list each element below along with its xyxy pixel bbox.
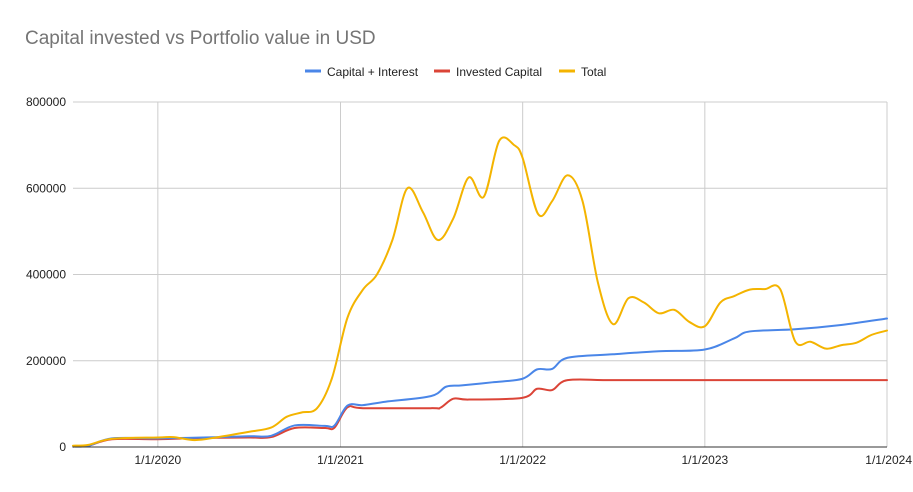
legend-item-capital-interest[interactable]: Capital + Interest [305, 65, 419, 79]
x-tick-label: 1/1/2023 [681, 453, 728, 467]
y-tick-label: 200000 [26, 354, 66, 368]
gridlines [73, 101, 888, 447]
x-tick-label: 1/1/2021 [317, 453, 364, 467]
x-tick-label: 1/1/2020 [134, 453, 181, 467]
y-tick-label: 0 [59, 440, 66, 454]
y-tick-label: 400000 [26, 268, 66, 282]
x-axis-ticks: 1/1/2020 1/1/2021 1/1/2022 1/1/2023 1/1/2024 [134, 453, 912, 467]
chart-title: Capital invested vs Portfolio value in U… [25, 28, 376, 49]
x-tick-label: 1/1/2024 [865, 453, 912, 467]
legend-label-total: Total [581, 65, 606, 79]
series-line-total [72, 136, 888, 447]
y-tick-label: 600000 [26, 181, 66, 195]
legend-label-capital-interest: Capital + Interest [327, 65, 419, 79]
plot-area [72, 136, 888, 448]
legend-label-invested-capital: Invested Capital [456, 65, 542, 79]
legend-item-invested-capital[interactable]: Invested Capital [434, 65, 542, 79]
legend-item-total[interactable]: Total [559, 65, 606, 79]
y-axis-ticks: 0 200000 400000 600000 800000 [26, 95, 66, 454]
series-line-capital-interest [72, 317, 888, 448]
series-line-invested-capital [72, 378, 888, 448]
x-tick-label: 1/1/2022 [499, 453, 546, 467]
legend: Capital + Interest Invested Capital Tota… [305, 65, 606, 79]
y-tick-label: 800000 [26, 95, 66, 109]
